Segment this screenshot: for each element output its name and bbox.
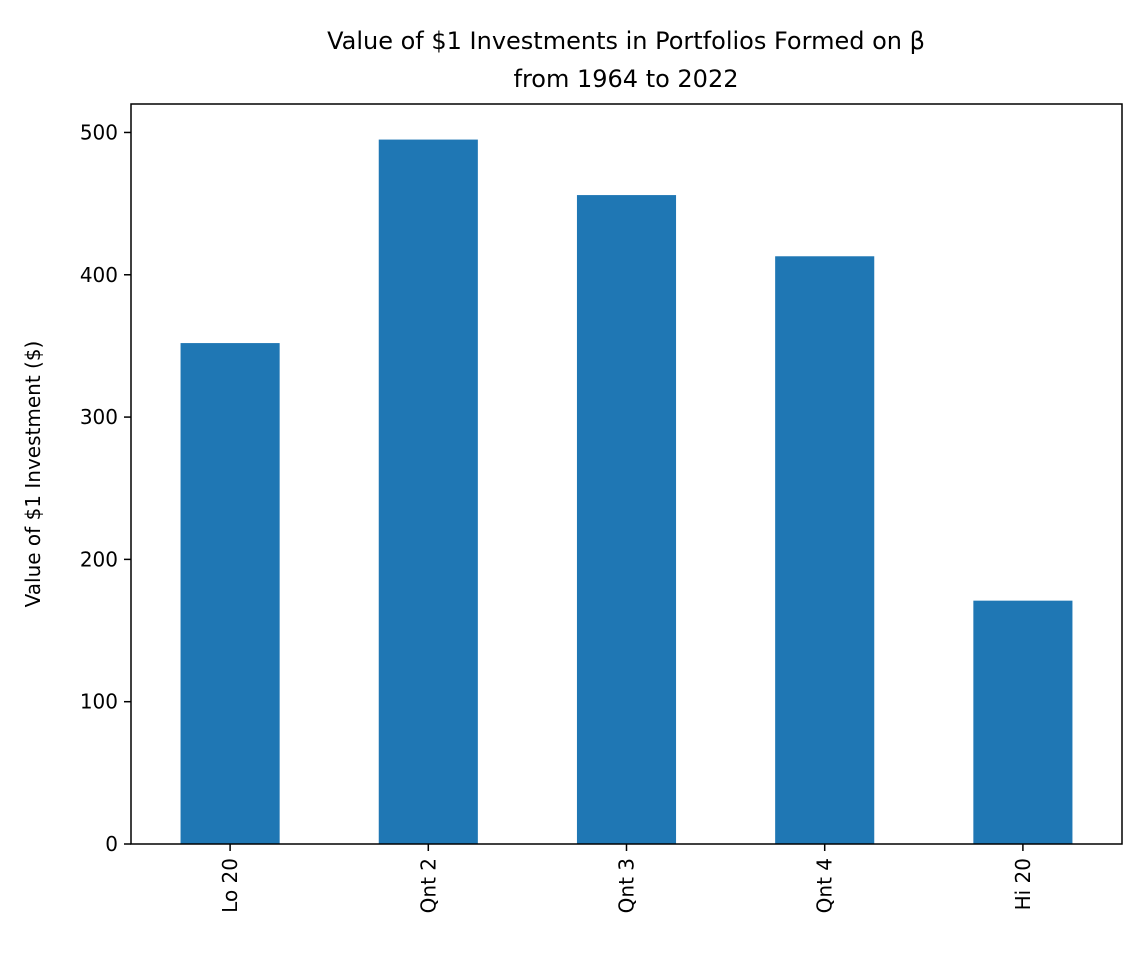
y-tick-label: 200 — [80, 547, 118, 571]
y-tick-label: 0 — [105, 832, 118, 856]
chart-title-line-2: from 1964 to 2022 — [514, 65, 739, 93]
x-tick-label: Hi 20 — [1011, 858, 1035, 910]
chart-title: Value of $1 Investments in Portfolios Fo… — [327, 27, 925, 93]
y-axis-title: Value of $1 Investment ($) — [21, 341, 45, 608]
bar-qnt-3 — [576, 195, 677, 845]
plot-frame — [130, 103, 1123, 845]
y-tick-label: 100 — [80, 690, 118, 714]
chart-title-line-1: Value of $1 Investments in Portfolios Fo… — [327, 27, 925, 55]
y-tick-label: 300 — [80, 405, 118, 429]
bar-hi-20 — [973, 600, 1073, 844]
x-tick-label: Qnt 2 — [416, 858, 440, 913]
bars-group — [180, 139, 1073, 845]
x-tick-label: Qnt 3 — [615, 858, 639, 913]
bar-qnt-4 — [775, 256, 875, 844]
bar-lo-20 — [180, 343, 280, 844]
bar-qnt-2 — [378, 139, 478, 845]
y-tick-label: 500 — [80, 120, 118, 144]
x-axis-ticks: Lo 20 Qnt 2 Qnt 3 Qnt 4 Hi 20 — [218, 844, 1035, 913]
y-axis-ticks: 0 100 200 300 400 500 — [80, 120, 131, 856]
x-tick-label: Lo 20 — [218, 858, 242, 913]
x-tick-label: Qnt 4 — [813, 858, 837, 913]
y-tick-label: 400 — [80, 263, 118, 287]
